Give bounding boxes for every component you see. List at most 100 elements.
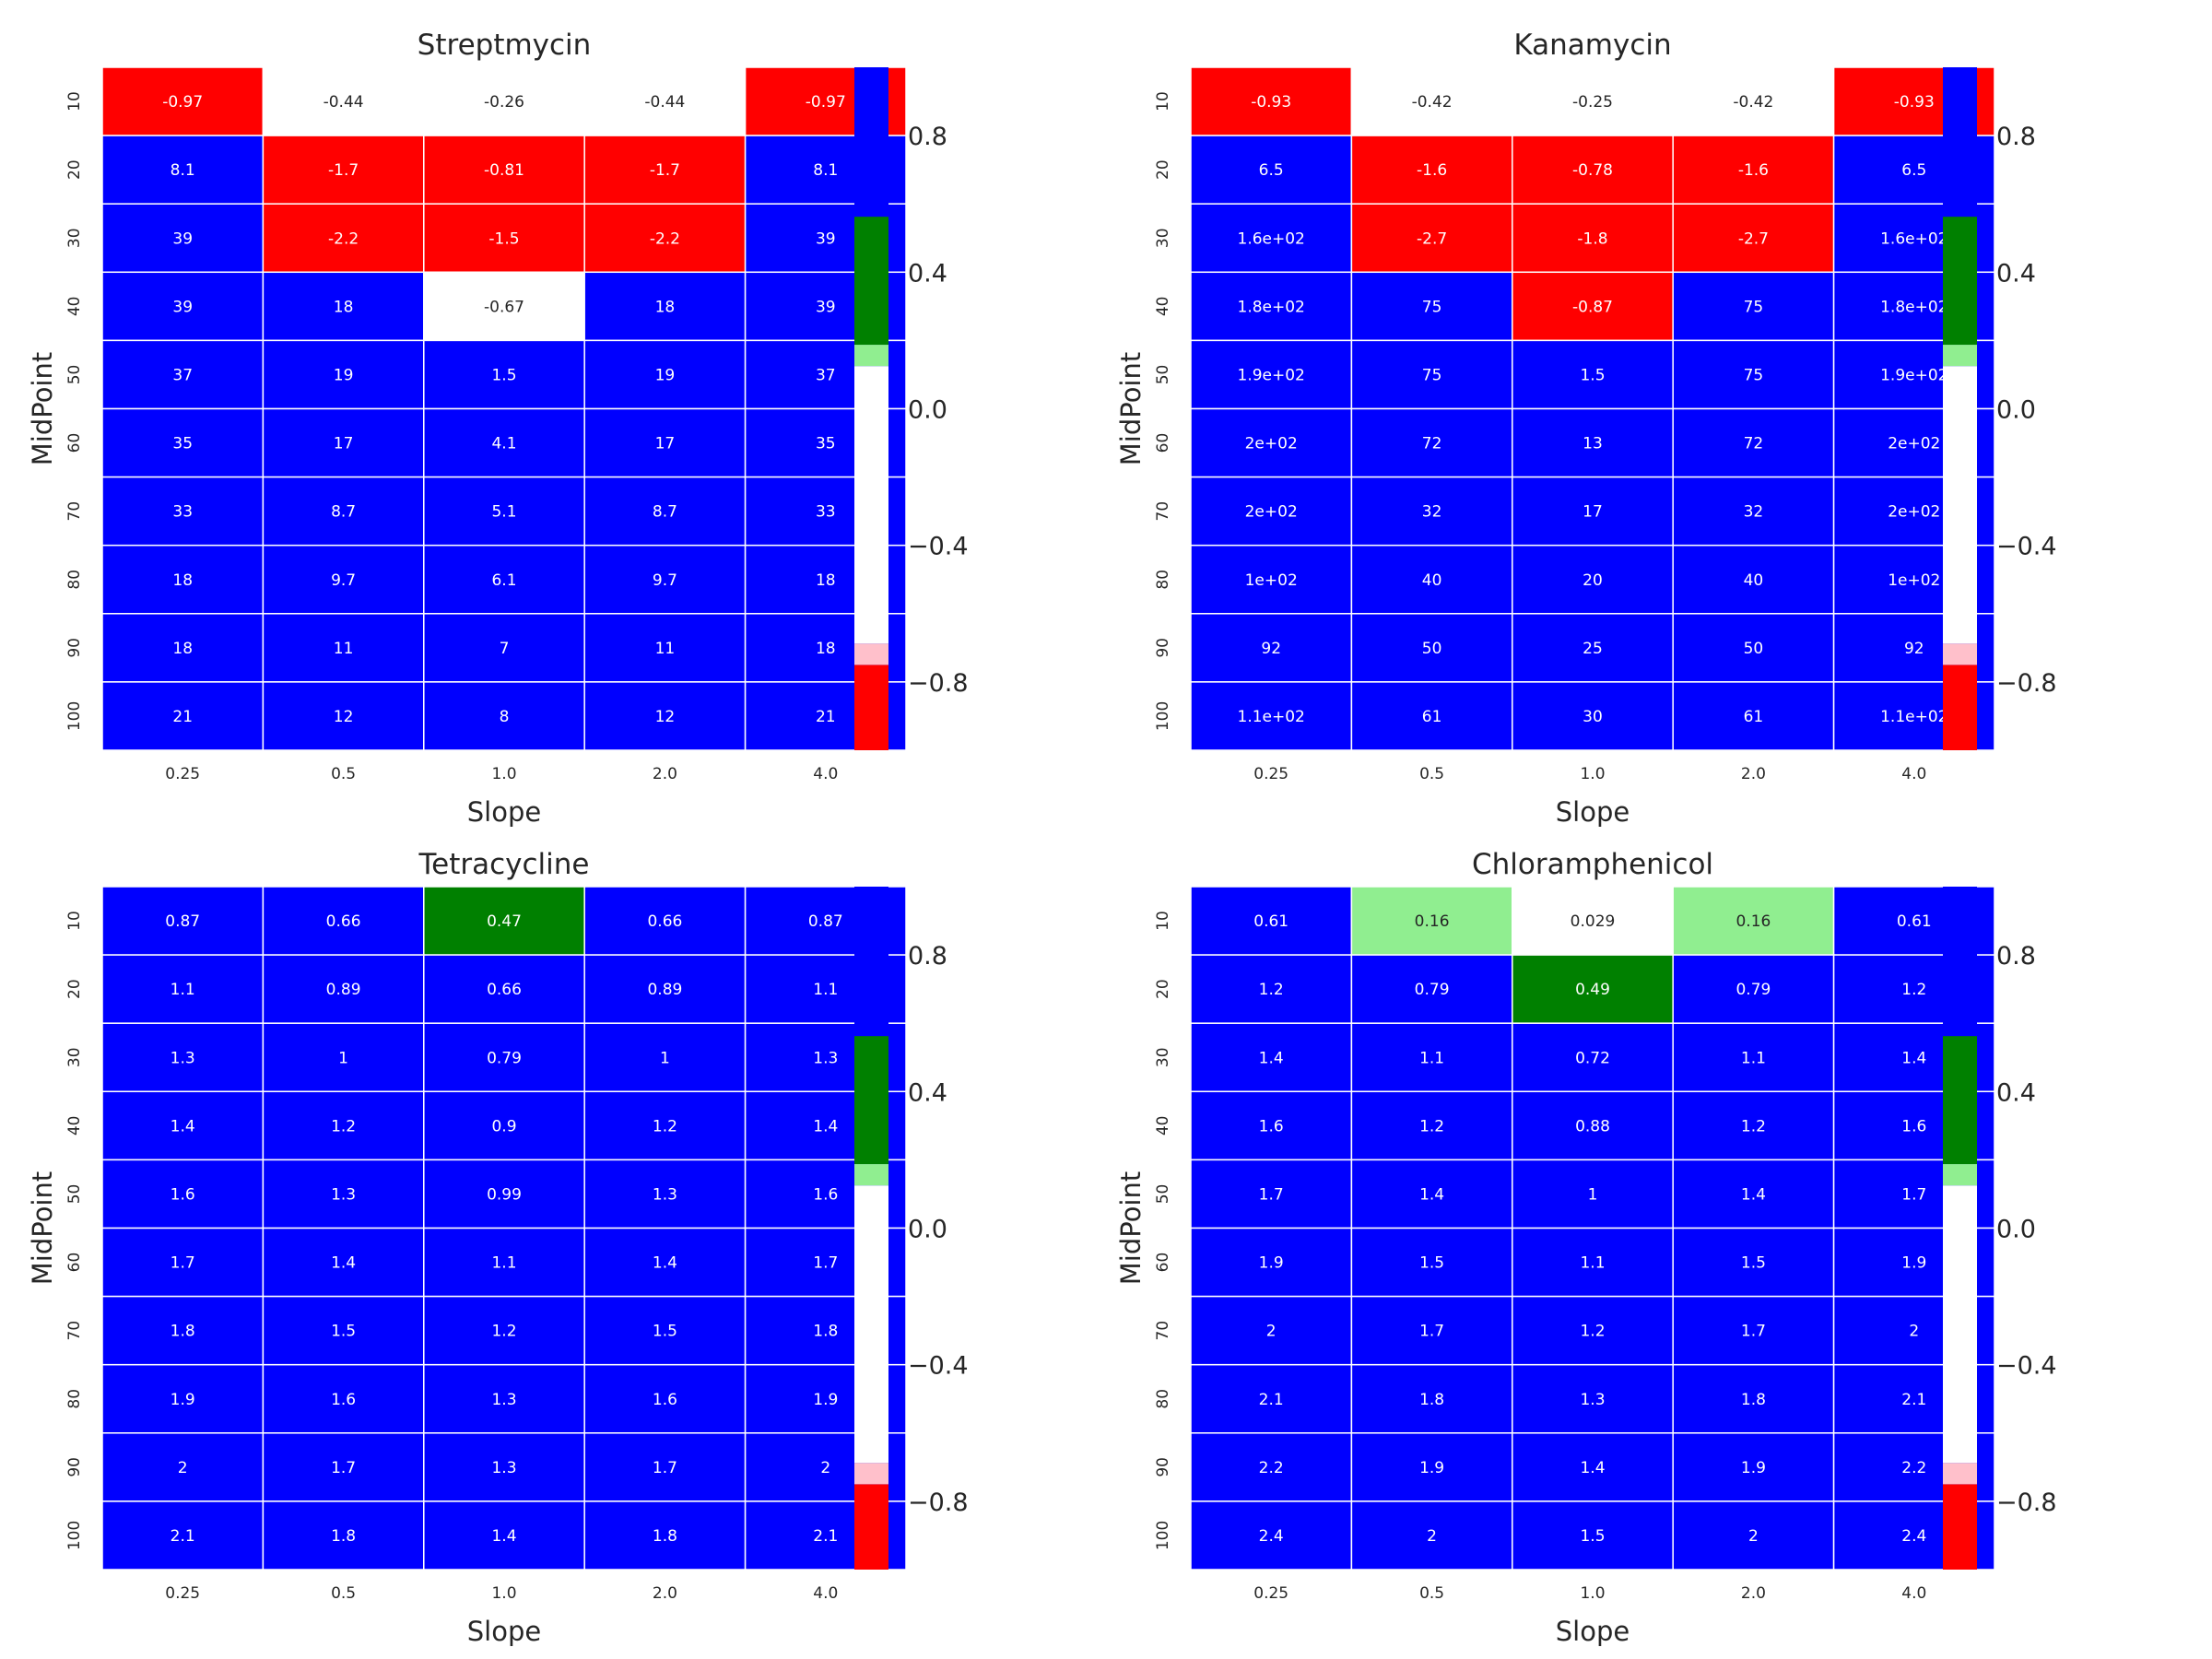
heatmap-cell [1190, 1227, 1353, 1298]
colorbar: 0.8 0.4 0.0 −0.4 −0.8 [1943, 67, 2057, 750]
x-tick-label: 0.5 [331, 765, 356, 783]
cell-value-label: 2 [1427, 1527, 1437, 1546]
heatmap-cell [262, 407, 425, 478]
colorbar-tick-label: −0.4 [908, 533, 969, 561]
heatmap-cell [1350, 544, 1513, 615]
cell-value-label: 17 [1583, 503, 1603, 522]
cell-value-label: 2.1 [1901, 1391, 1926, 1409]
cell-value-label: -0.81 [484, 161, 524, 180]
cell-value-label: 12 [655, 708, 676, 726]
heatmap-cell [1512, 681, 1674, 751]
cell-value-label: 9.7 [653, 571, 677, 590]
cell-value-label: 21 [172, 708, 193, 726]
cell-value-label: 21 [816, 708, 836, 726]
cell-value-label: 1.7 [813, 1254, 838, 1273]
cell-value-label: 1.8 [1741, 1391, 1766, 1409]
heatmap-cell [1350, 681, 1513, 751]
heatmap-cell [1350, 613, 1513, 683]
heatmap-cell [423, 339, 585, 410]
y-tick-label: 20 [1154, 979, 1172, 999]
cell-value-label: 1.4 [1419, 1185, 1444, 1204]
cell-value-label: 72 [1422, 435, 1442, 453]
cell-value-label: 1e+02 [1245, 571, 1298, 590]
heatmap-cell [583, 66, 747, 136]
colorbar-band [854, 887, 888, 1037]
cell-value-label: 92 [1904, 640, 1924, 658]
cell-value-label: 18 [172, 640, 193, 658]
colorbar-band [854, 665, 888, 750]
heatmap-cell [1190, 613, 1353, 683]
heatmap-cell [583, 271, 747, 342]
y-tick-label: 30 [65, 228, 84, 248]
cell-value-label: 1.1e+02 [1238, 708, 1305, 726]
cell-value-label: 35 [172, 435, 193, 453]
heatmap-cell [1190, 1295, 1353, 1366]
heatmap-cell [1672, 135, 1835, 205]
heatmap-cell [101, 1090, 265, 1161]
y-tick-label: 60 [1154, 1253, 1172, 1273]
colorbar-band [854, 1036, 888, 1165]
y-tick-label: 60 [65, 1253, 84, 1273]
cell-value-label: 6.1 [491, 571, 516, 590]
heatmap-cell [583, 886, 747, 956]
y-tick-label: 20 [65, 979, 84, 999]
cell-value-label: 0.89 [326, 981, 361, 999]
cell-value-label: 1.9 [1419, 1459, 1444, 1477]
cell-value-label: 0.88 [1575, 1117, 1610, 1135]
cell-value-label: 1.2 [331, 1117, 356, 1135]
colorbar-band [1943, 217, 1977, 346]
colorbar-band [854, 1164, 888, 1186]
cell-value-label: 0.16 [1735, 912, 1771, 931]
cell-value-label: 0.72 [1575, 1049, 1610, 1067]
heatmap-cell [101, 681, 265, 751]
heatmap-cell [583, 544, 747, 615]
y-axis-label: MidPoint [27, 1171, 58, 1286]
y-tick-label: 10 [65, 911, 84, 931]
cell-value-label: 1.7 [1741, 1323, 1766, 1341]
heatmap-cell [1512, 1500, 1674, 1571]
heatmap-cell [101, 1159, 265, 1230]
heatmap-cell [1350, 1159, 1513, 1230]
colorbar-tick-label: 0.4 [908, 259, 947, 288]
heatmap-cell [101, 476, 265, 547]
x-tick-label: 1.0 [1580, 1584, 1605, 1603]
cell-value-label: 1.4 [1741, 1185, 1766, 1204]
x-tick-label: 0.25 [1253, 1584, 1288, 1603]
y-tick-label: 70 [1154, 1321, 1172, 1341]
x-tick-label: 2.0 [653, 1584, 677, 1603]
cell-value-label: 2.1 [813, 1527, 838, 1546]
cell-value-label: -0.44 [644, 93, 685, 112]
colorbar-band [854, 1484, 888, 1570]
cell-value-label: 75 [1422, 366, 1442, 384]
heatmap-cell [1190, 1022, 1353, 1093]
y-tick-label: 50 [65, 365, 84, 385]
cell-value-label: 1.3 [813, 1049, 838, 1067]
cell-value-label: 1.7 [171, 1254, 195, 1273]
cell-value-label: 1.5 [1741, 1254, 1766, 1273]
x-axis-label: Slope [1556, 796, 1630, 828]
cell-value-label: 1.7 [1901, 1185, 1926, 1204]
heatmap-cell [1350, 1227, 1513, 1298]
cell-value-label: 1.1 [1580, 1254, 1605, 1273]
heatmap-cell [1672, 1500, 1835, 1571]
cell-value-label: 1.5 [331, 1323, 356, 1341]
heatmap-cell [583, 203, 747, 274]
colorbar-tick-label: 0.8 [1996, 123, 2036, 151]
cell-value-label: -0.93 [1894, 93, 1935, 112]
heatmap-cell [1512, 339, 1674, 410]
heatmap-cell [1350, 1295, 1513, 1366]
cell-value-label: -1.8 [1577, 229, 1607, 248]
heatmap-cell [423, 613, 585, 683]
heatmap-cell [1672, 544, 1835, 615]
cell-value-label: 2 [1266, 1323, 1277, 1341]
cell-value-label: 13 [1583, 435, 1603, 453]
y-tick-label: 70 [1154, 501, 1172, 522]
cell-value-label: 1.7 [1259, 1185, 1284, 1204]
cell-value-label: -0.25 [1572, 93, 1613, 112]
cell-value-label: 2 [1748, 1527, 1759, 1546]
cell-value-label: 1.3 [491, 1391, 516, 1409]
heatmap-cell [262, 1500, 425, 1571]
cell-value-label: 0.61 [1253, 912, 1288, 931]
cell-value-label: -2.2 [328, 229, 359, 248]
cell-value-label: 0.029 [1571, 912, 1616, 931]
